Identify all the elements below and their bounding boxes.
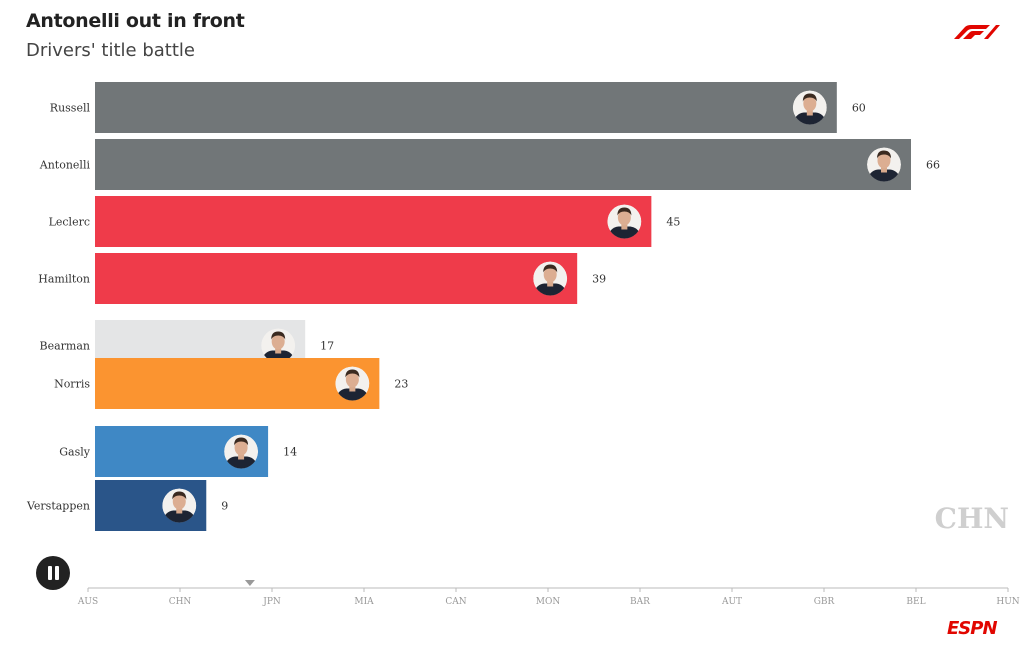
timeline-label-aut[interactable]: AUT: [721, 597, 742, 607]
bar-leclerc: [95, 196, 652, 247]
value-label-leclerc: 45: [666, 216, 680, 229]
pause-icon-left: [48, 566, 52, 580]
pause-button[interactable]: [36, 556, 70, 590]
value-label-russell: 60: [852, 102, 866, 115]
timeline-label-aus[interactable]: AUS: [77, 597, 98, 607]
timeline-label-chn[interactable]: CHN: [169, 597, 192, 607]
driver-label-gasly: Gasly: [59, 446, 91, 459]
driver-avatar-verstappen: [162, 488, 197, 523]
value-label-verstappen: 9: [221, 500, 228, 513]
value-label-gasly: 14: [283, 446, 297, 459]
driver-label-antonelli: Antonelli: [39, 159, 91, 172]
bar-russell: [95, 82, 837, 133]
chart-subtitle: Drivers' title battle: [26, 40, 195, 61]
value-label-antonelli: 66: [926, 159, 940, 172]
value-label-bearman: 17: [320, 340, 334, 353]
driver-label-leclerc: Leclerc: [49, 216, 90, 229]
timeline-label-can[interactable]: CAN: [445, 597, 466, 607]
driver-avatar-norris: [335, 366, 370, 401]
svg-text:ESPN: ESPN: [947, 618, 997, 636]
driver-avatar-leclerc: [607, 204, 642, 239]
pause-icon-right: [55, 566, 59, 580]
driver-avatar-bearman: [261, 328, 296, 363]
driver-label-bearman: Bearman: [40, 340, 90, 353]
bar-norris: [95, 358, 380, 409]
timeline-axis: AUS CHN JPN MIA CAN MON BAR AUT GBR BEL HUN: [77, 580, 1020, 607]
driver-avatar-gasly: [224, 434, 259, 469]
timeline-label-bel[interactable]: BEL: [906, 597, 925, 607]
bars-layer: Russell 60 Antonelli 66 Leclerc 45 Hamilton 39 B…: [26, 82, 940, 531]
triangle-down-icon[interactable]: [244, 580, 255, 586]
driver-avatar-russell: [792, 90, 827, 125]
current-round-label: CHN: [935, 502, 1009, 535]
espn-logo: ESPN: [947, 618, 998, 636]
driver-label-verstappen: Verstappen: [26, 500, 90, 513]
timeline-label-mon[interactable]: MON: [536, 597, 561, 607]
timeline-label-jpn[interactable]: JPN: [262, 597, 281, 607]
driver-label-russell: Russell: [50, 102, 91, 115]
chart-title: Antonelli out in front: [26, 10, 245, 32]
value-label-hamilton: 39: [592, 273, 606, 286]
bar-antonelli: [95, 139, 911, 190]
timeline-label-mia[interactable]: MIA: [354, 597, 374, 607]
timeline-label-hun[interactable]: HUN: [996, 597, 1019, 607]
driver-label-norris: Norris: [54, 378, 90, 391]
driver-avatar-antonelli: [867, 147, 901, 182]
f1-logo: [954, 25, 1000, 39]
timeline-label-gbr[interactable]: GBR: [814, 597, 835, 607]
driver-avatar-hamilton: [533, 261, 568, 296]
timeline-label-bar[interactable]: BAR: [630, 597, 650, 607]
bar-hamilton: [95, 253, 578, 304]
value-label-norris: 23: [394, 378, 408, 391]
driver-label-hamilton: Hamilton: [38, 273, 90, 286]
